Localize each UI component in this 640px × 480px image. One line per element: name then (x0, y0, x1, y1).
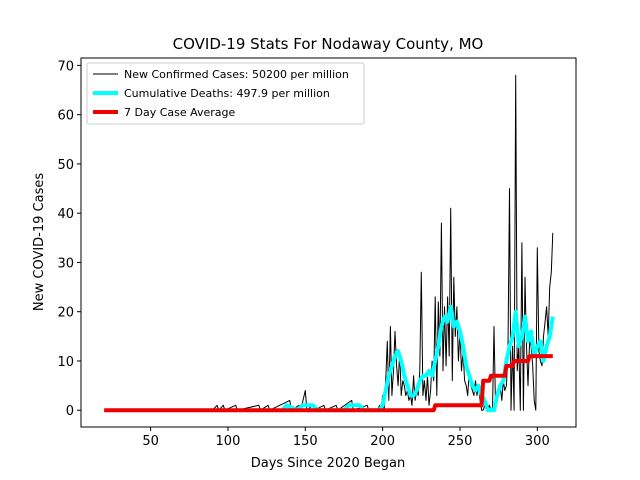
y-tick-label: 20 (57, 306, 74, 321)
x-tick-label: 100 (216, 434, 241, 449)
chart-title: COVID-19 Stats For Nodaway County, MO (173, 35, 484, 53)
y-axis-label: New COVID-19 Cases (32, 173, 47, 311)
series-line-average (104, 354, 553, 413)
x-tick-label: 200 (370, 434, 395, 449)
x-tick-label: 300 (525, 434, 550, 449)
legend-box (86, 62, 365, 125)
series-line-new-cases (104, 74, 554, 411)
y-tick-label: 60 (57, 109, 74, 124)
legend-label-deaths: Cumulative Deaths: 497.9 per million (124, 87, 330, 100)
legend-label-new-cases: New Confirmed Cases: 50200 per million (124, 68, 349, 81)
y-axis: 0 10 20 30 40 50 60 70 (57, 59, 81, 419)
series-line-deaths (280, 304, 555, 413)
plot-frame (80, 57, 577, 428)
y-tick-label: 40 (57, 207, 74, 222)
legend: New Confirmed Cases: 50200 per million C… (86, 62, 365, 125)
x-tick-label: 50 (142, 434, 159, 449)
x-axis-label: Days Since 2020 Began (251, 456, 406, 471)
series-layer (104, 74, 555, 413)
x-tick-label: 150 (293, 434, 318, 449)
y-tick-label: 0 (66, 404, 74, 419)
legend-label-average: 7 Day Case Average (124, 106, 236, 119)
x-axis: 50 100 150 200 250 300 (142, 427, 550, 449)
x-tick-label: 250 (448, 434, 473, 449)
y-tick-label: 50 (57, 158, 74, 173)
y-tick-label: 10 (57, 355, 74, 370)
y-tick-label: 30 (57, 256, 74, 271)
y-tick-label: 70 (57, 59, 74, 74)
